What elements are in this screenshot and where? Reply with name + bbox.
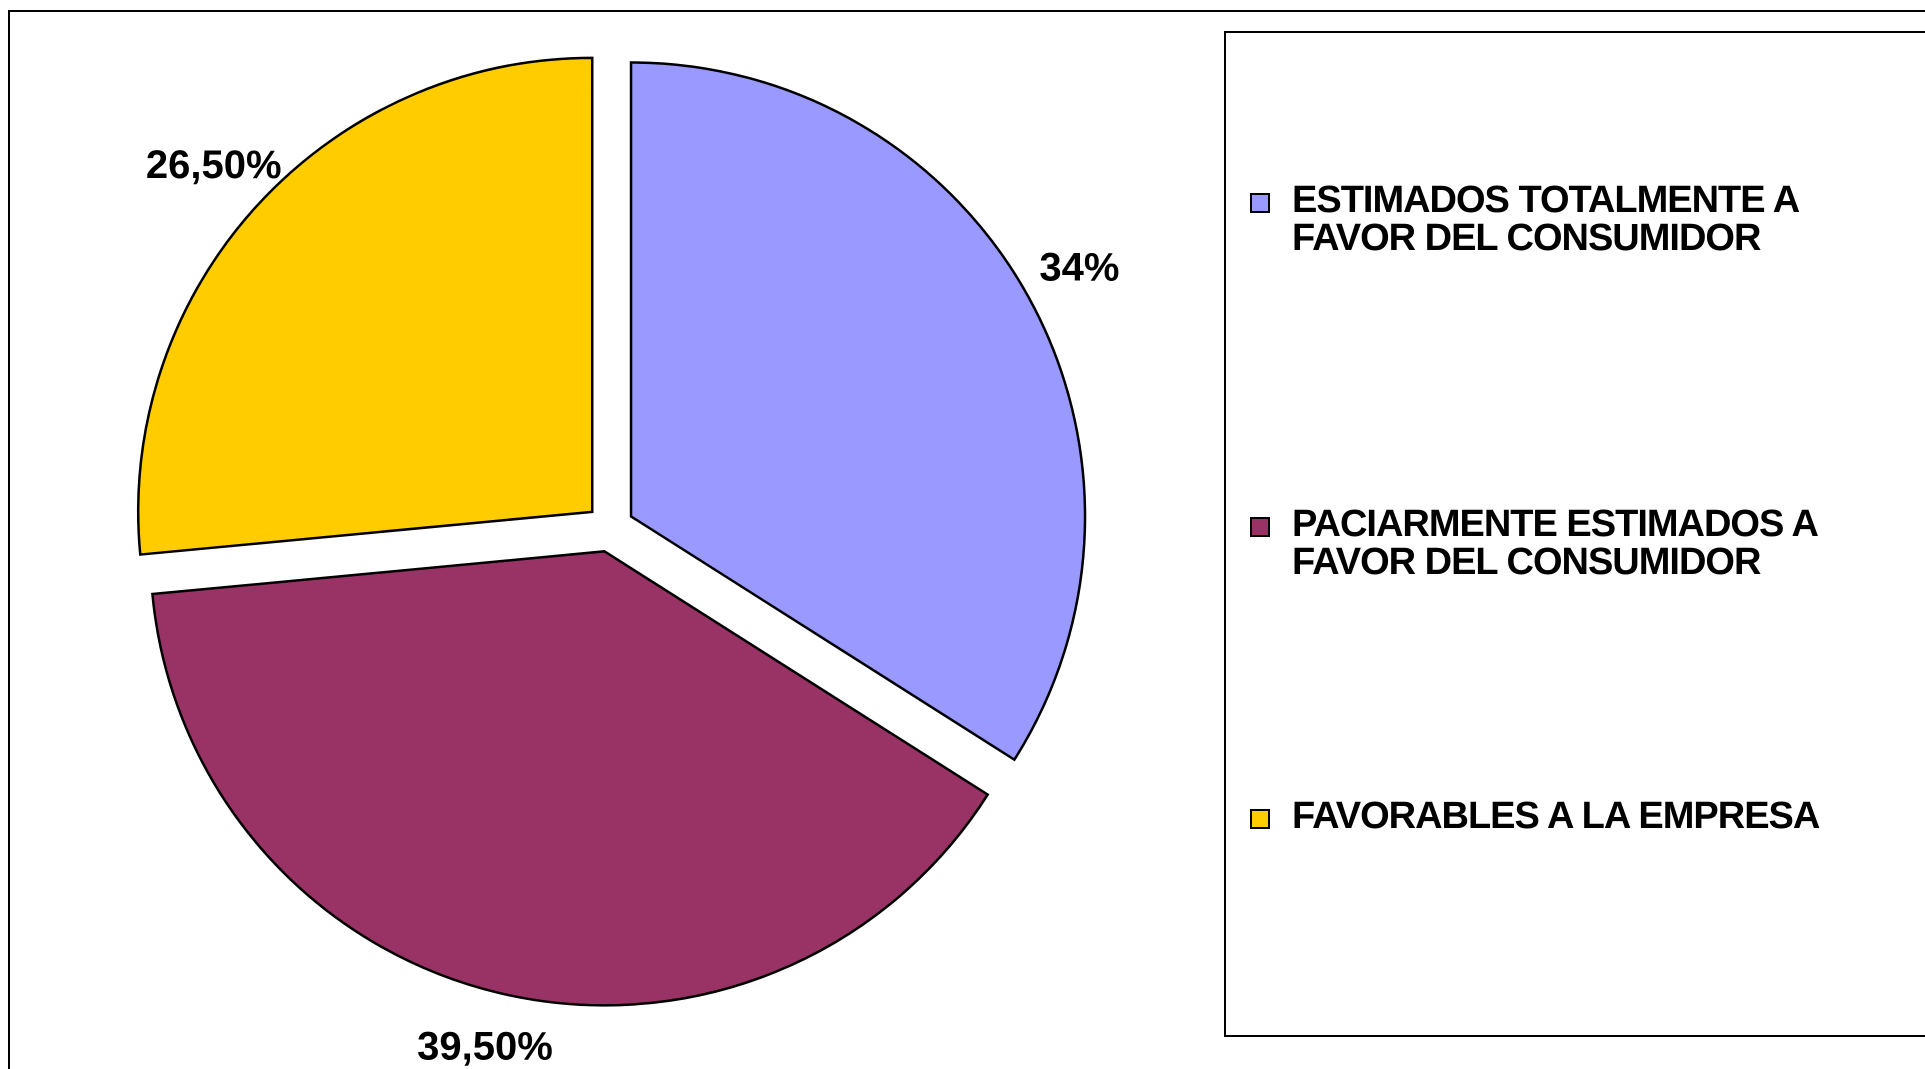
legend-swatch xyxy=(1250,809,1270,829)
legend-item: FAVORABLES A LA EMPRESA xyxy=(1250,797,1925,835)
legend-label: PACIARMENTE ESTIMADOS A FAVOR DEL CONSUM… xyxy=(1292,503,1818,583)
data-label: 26,50% xyxy=(146,143,282,187)
data-label: 34% xyxy=(1039,245,1119,289)
legend-swatch xyxy=(1250,193,1270,213)
pie-slice xyxy=(137,56,594,556)
legend-item: ESTIMADOS TOTALMENTE A FAVOR DEL CONSUMI… xyxy=(1250,181,1925,257)
legend-label: ESTIMADOS TOTALMENTE A FAVOR DEL CONSUMI… xyxy=(1292,179,1799,259)
pie-slice xyxy=(629,61,1087,762)
legend-swatch xyxy=(1250,517,1270,537)
legend: ESTIMADOS TOTALMENTE A FAVOR DEL CONSUMI… xyxy=(1224,31,1925,1037)
legend-label: FAVORABLES A LA EMPRESA xyxy=(1292,795,1820,837)
legend-item: PACIARMENTE ESTIMADOS A FAVOR DEL CONSUM… xyxy=(1250,505,1925,581)
pie-slice xyxy=(151,550,990,1007)
chart-border xyxy=(8,10,1925,1069)
data-label: 39,50% xyxy=(417,1024,553,1068)
